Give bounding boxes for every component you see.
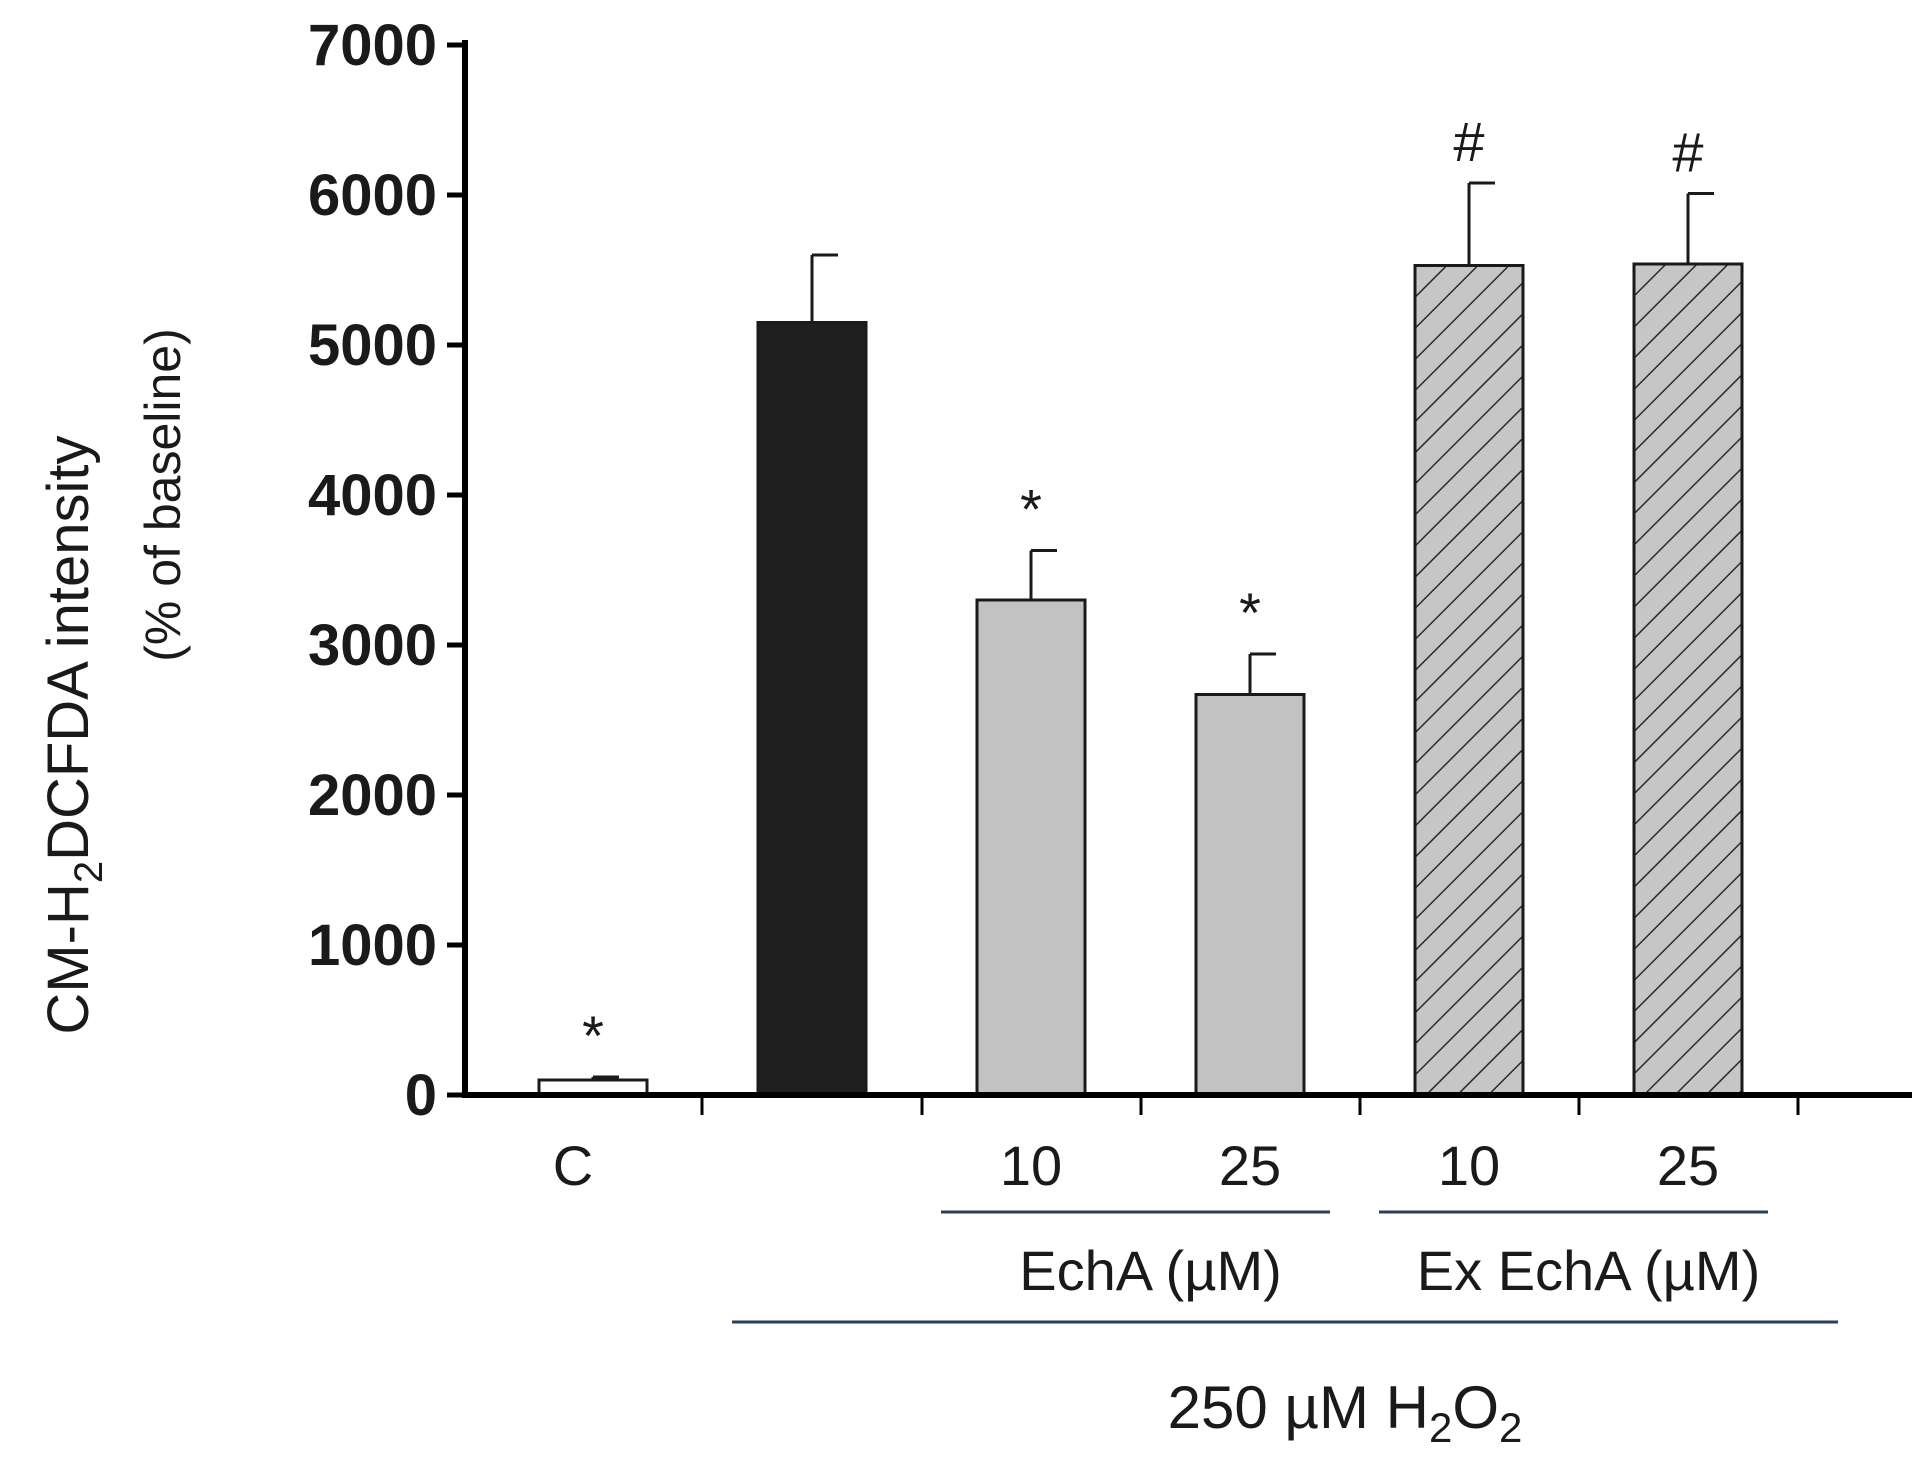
treatment-label: 250 µM H2O2	[1168, 1374, 1523, 1451]
y-tick-label: 6000	[308, 163, 437, 228]
category-labels-group: C 10 25 10 25	[553, 1134, 1719, 1197]
treatment-label-sub-1: 2	[1429, 1404, 1452, 1451]
treatment-label-part-1: 250 µM H	[1168, 1374, 1429, 1441]
y-axis-subtitle: (% of baseline)	[135, 328, 191, 662]
y-tick-label: 2000	[308, 763, 437, 828]
significance-mark: *	[1239, 581, 1261, 644]
y-axis-title-part-2: DCFDA intensity	[36, 435, 101, 860]
group-brackets-group: EchA (µM) Ex EchA (µM)	[732, 1210, 1838, 1324]
y-tick-label: 3000	[308, 613, 437, 678]
y-axis-title-part-1: CM-H	[36, 883, 101, 1034]
category-label: 25	[1657, 1134, 1719, 1197]
y-tick-label: 7000	[308, 13, 437, 78]
treatment-label-sub-2: 2	[1499, 1404, 1522, 1451]
significance-marks-group: * * * # #	[582, 110, 1703, 1067]
error-bars-group	[591, 181, 1714, 1080]
category-label: 10	[1000, 1134, 1062, 1197]
y-tick-label: 4000	[308, 463, 437, 528]
y-tick-label: 0	[405, 1063, 437, 1128]
category-label: 10	[1438, 1134, 1500, 1197]
treatment-label-part-2: O	[1452, 1374, 1499, 1441]
y-axis-title-subscript: 2	[67, 861, 111, 883]
y-axis-title: CM-H2DCFDA intensity	[36, 435, 111, 1034]
category-label: 25	[1219, 1134, 1281, 1197]
y-tick-label: 5000	[308, 313, 437, 378]
significance-mark: #	[1672, 121, 1703, 184]
category-label: C	[553, 1134, 593, 1197]
group-label: EchA (µM)	[1019, 1239, 1282, 1302]
bars-group	[537, 262, 1744, 1097]
bar	[1194, 693, 1306, 1097]
bar	[1413, 264, 1525, 1097]
group-label: Ex EchA (µM)	[1417, 1239, 1760, 1302]
significance-mark: #	[1453, 110, 1484, 173]
significance-mark: *	[582, 1004, 604, 1067]
y-tick-label: 1000	[308, 913, 437, 978]
axes-group	[462, 40, 1912, 1115]
bar	[1632, 262, 1744, 1097]
y-axis-ticks: 0 1000 2000 3000 4000 5000 6000 7000	[308, 13, 465, 1128]
significance-mark: *	[1020, 478, 1042, 541]
bar	[756, 321, 868, 1097]
bar	[975, 598, 1087, 1097]
